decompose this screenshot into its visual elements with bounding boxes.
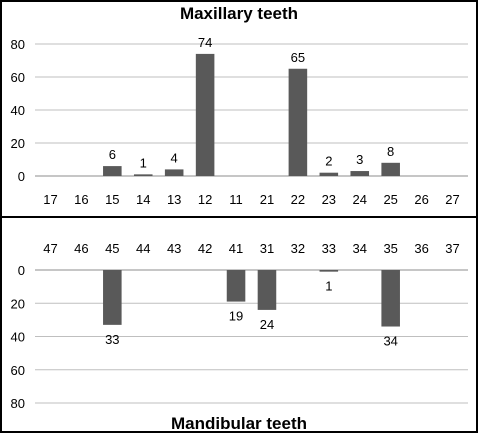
maxillary-category-label: 13	[167, 192, 181, 207]
maxillary-title: Maxillary teeth	[180, 4, 298, 23]
mandibular-category-label: 34	[353, 241, 367, 256]
maxillary-data-label: 65	[291, 50, 305, 65]
mandibular-data-label: 19	[229, 309, 243, 324]
maxillary-category-label: 14	[136, 192, 150, 207]
maxillary-category-label: 27	[445, 192, 459, 207]
maxillary-data-label: 1	[140, 155, 147, 170]
mandibular-category-label: 42	[198, 241, 212, 256]
maxillary-data-label: 2	[325, 154, 332, 169]
mandibular-category-label: 32	[291, 241, 305, 256]
maxillary-category-label: 23	[322, 192, 336, 207]
maxillary-bar-14	[133, 174, 153, 176]
maxillary-category-label: 15	[105, 192, 119, 207]
mandibular-category-label: 46	[74, 241, 88, 256]
maxillary-ytick-label: 0	[18, 169, 25, 184]
maxillary-bar-24	[350, 171, 370, 176]
mandibular-category-label: 41	[229, 241, 243, 256]
mandibular-ytick-label: 40	[11, 330, 25, 345]
mandibular-ytick-label: 60	[11, 363, 25, 378]
maxillary-data-label: 74	[198, 35, 212, 50]
mandibular-category-label: 36	[414, 241, 428, 256]
maxillary-ytick-label: 40	[11, 103, 25, 118]
mandibular-category-label: 44	[136, 241, 150, 256]
maxillary-data-label: 6	[109, 147, 116, 162]
mandibular-category-label: 35	[383, 241, 397, 256]
mandibular-category-label: 47	[43, 241, 57, 256]
maxillary-category-label: 12	[198, 192, 212, 207]
mandibular-data-label: 24	[260, 317, 274, 332]
mandibular-category-label: 43	[167, 241, 181, 256]
mandibular-title: Mandibular teeth	[171, 414, 307, 431]
mandibular-bar-31	[257, 270, 277, 310]
maxillary-data-label: 3	[356, 152, 363, 167]
maxillary-category-label: 11	[229, 192, 243, 207]
maxillary-data-label: 4	[171, 150, 178, 165]
mandibular-bar-33	[319, 270, 339, 272]
mandibular-ytick-label: 0	[18, 263, 25, 278]
maxillary-bar-22	[288, 68, 308, 176]
mandibular-bar-41	[226, 270, 246, 302]
mandibular-category-label: 31	[260, 241, 274, 256]
maxillary-category-label: 16	[74, 192, 88, 207]
maxillary-bar-25	[381, 162, 400, 176]
mandibular-data-label: 33	[105, 332, 119, 347]
maxillary-bar-13	[164, 169, 184, 176]
maxillary-ytick-label: 20	[11, 136, 25, 151]
mandibular-bar-35	[381, 270, 400, 327]
mandibular-category-label: 37	[445, 241, 459, 256]
maxillary-bar-12	[195, 53, 215, 176]
maxillary-category-label: 26	[414, 192, 428, 207]
maxillary-category-label: 21	[260, 192, 274, 207]
maxillary-category-label: 17	[43, 192, 57, 207]
maxillary-data-label: 8	[387, 144, 394, 159]
mandibular-category-label: 45	[105, 241, 119, 256]
mandibular-data-label: 34	[383, 334, 397, 349]
mandibular-data-label: 1	[325, 279, 332, 294]
maxillary-bar-23	[319, 172, 339, 176]
maxillary-category-label: 24	[353, 192, 367, 207]
mandibular-bar-45	[103, 270, 122, 325]
maxillary-category-label: 22	[291, 192, 305, 207]
maxillary-ytick-label: 80	[11, 37, 25, 52]
mandibular-ytick-label: 20	[11, 296, 25, 311]
mandibular-ytick-label: 80	[11, 396, 25, 411]
mandibular-category-label: 33	[322, 241, 336, 256]
maxillary-ytick-label: 60	[11, 70, 25, 85]
maxillary-bar-15	[103, 166, 122, 176]
maxillary-category-label: 25	[383, 192, 397, 207]
